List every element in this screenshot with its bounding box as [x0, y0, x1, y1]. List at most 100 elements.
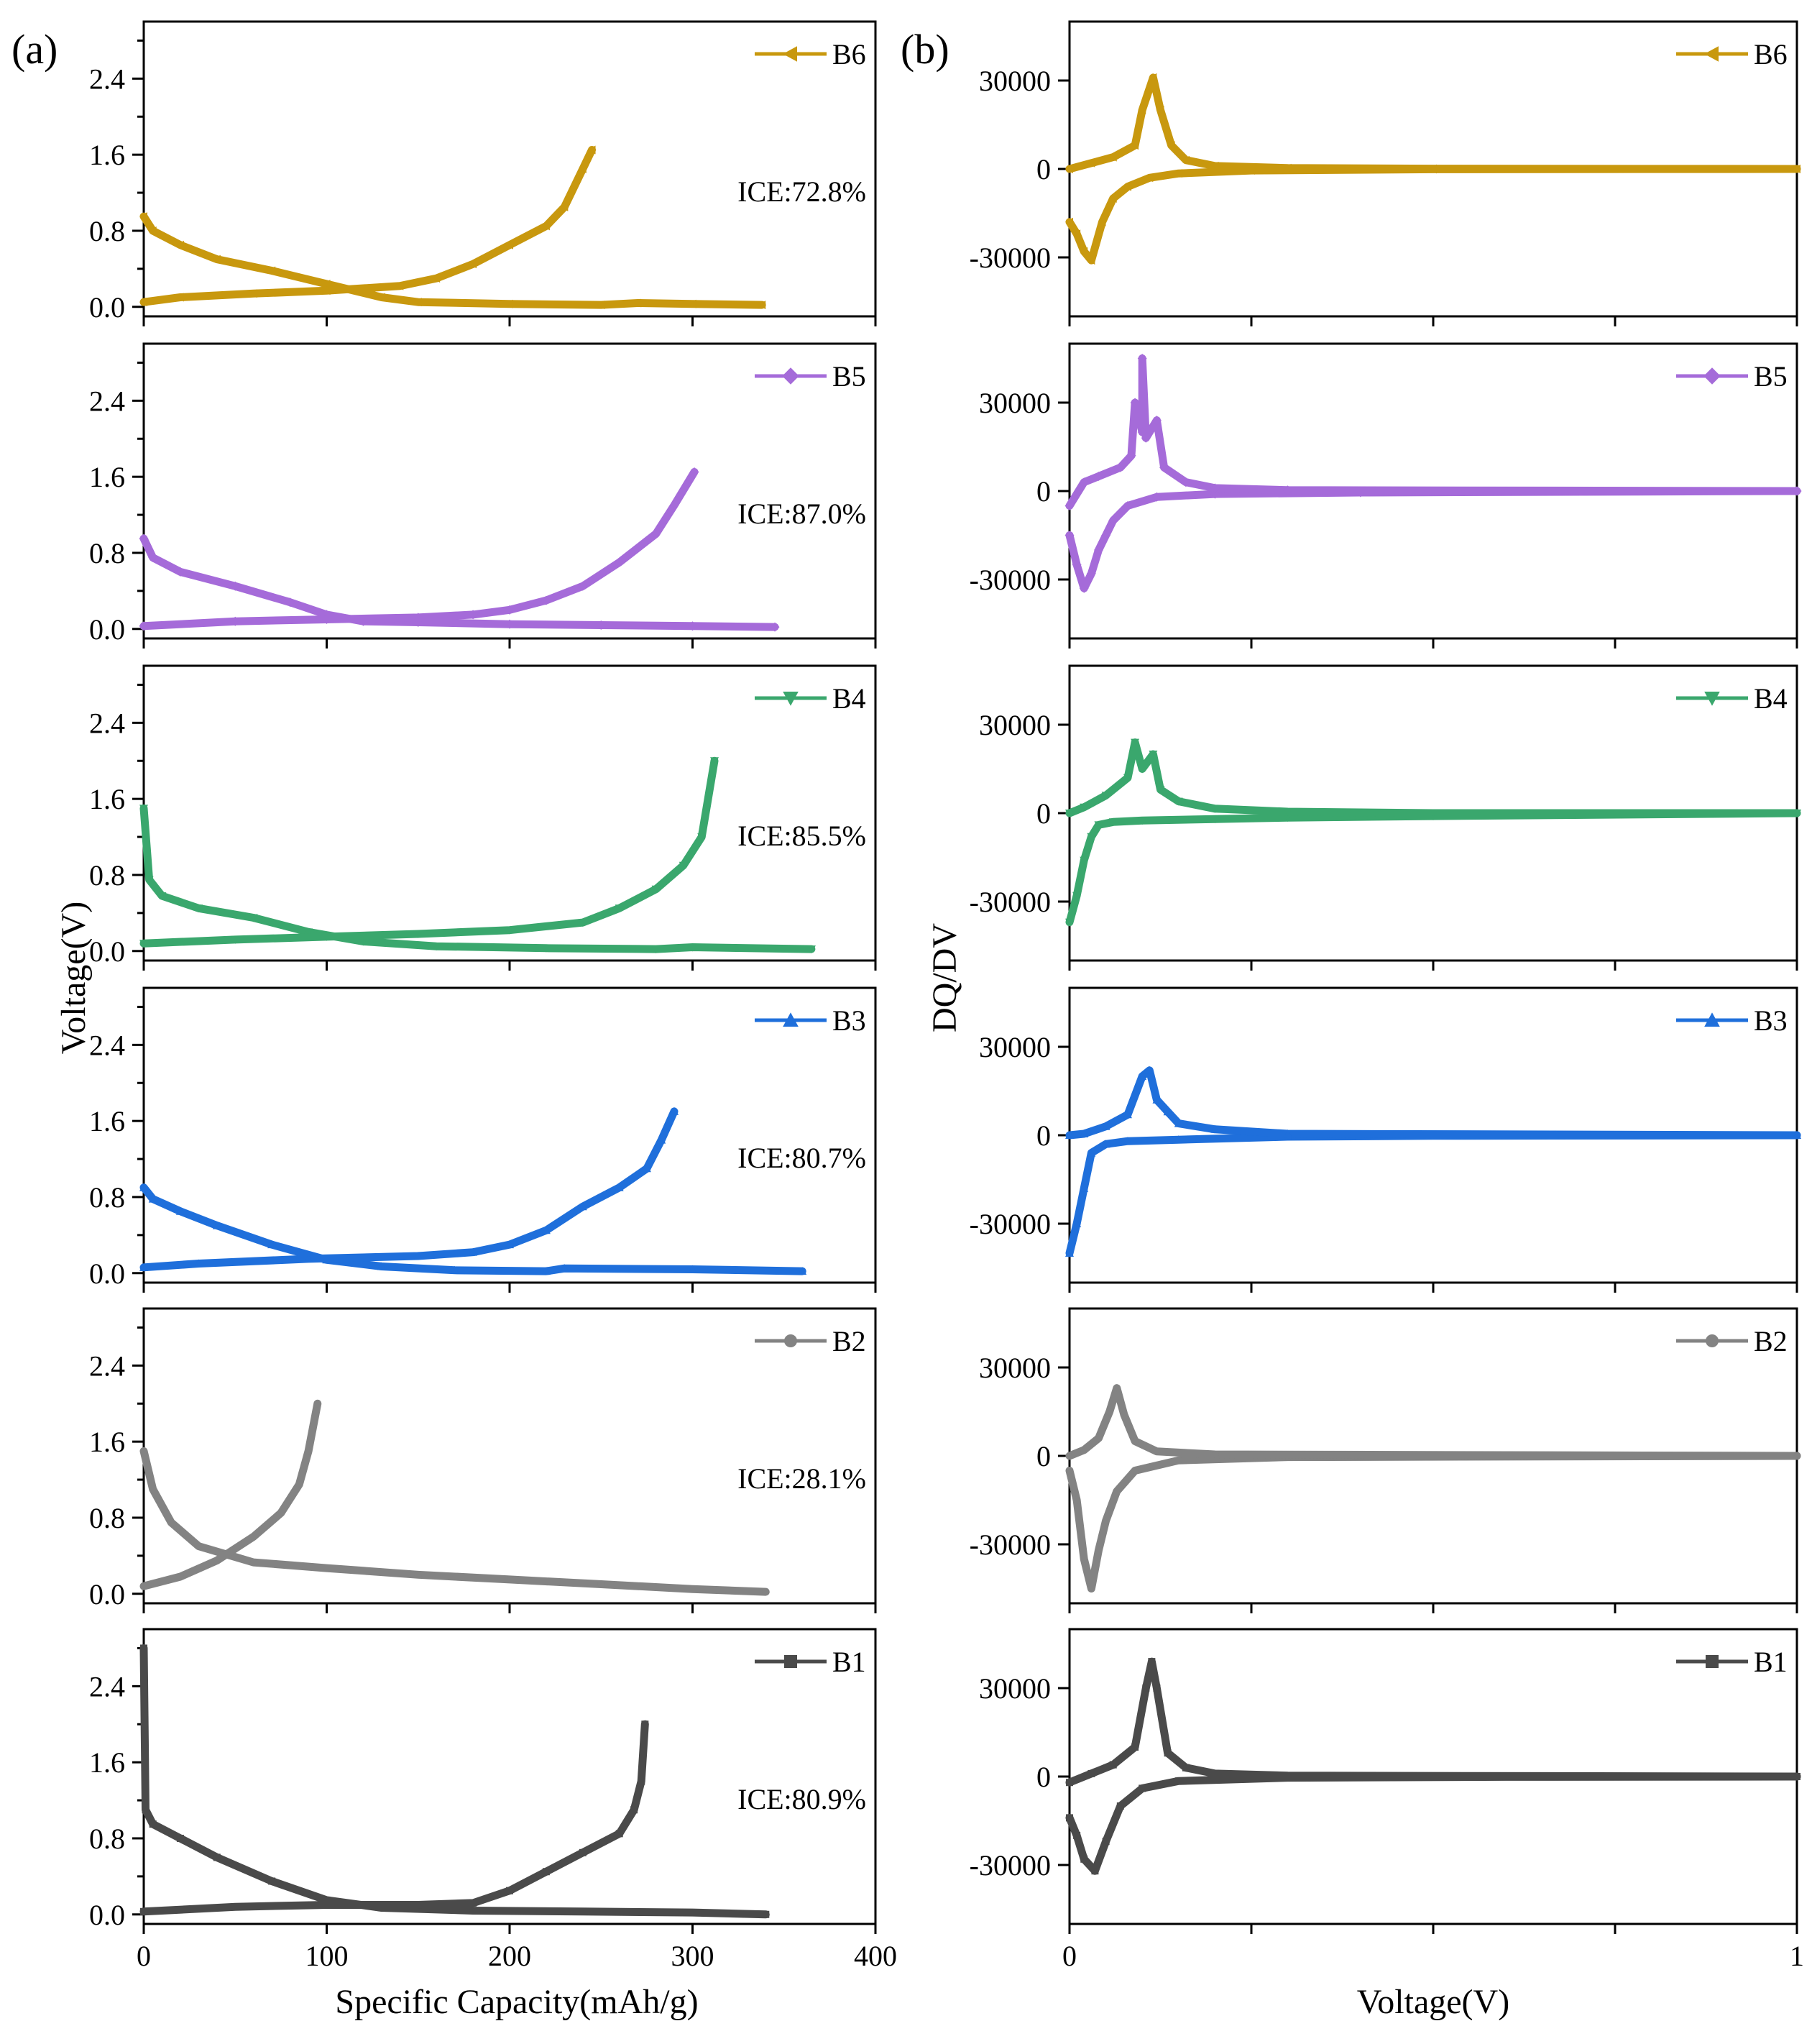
data-point — [249, 1559, 257, 1567]
data-point — [688, 1265, 697, 1273]
data-point — [305, 1447, 313, 1455]
data-point — [230, 616, 240, 626]
data-point — [194, 904, 203, 913]
data-point — [770, 622, 780, 632]
data-point — [1283, 814, 1292, 822]
data-point — [642, 1164, 651, 1173]
data-point — [1210, 1124, 1220, 1133]
data-point — [267, 266, 276, 275]
y-tick-label: -30000 — [970, 886, 1051, 918]
series-line-b6-charge — [139, 146, 596, 306]
data-point — [142, 1806, 150, 1814]
data-point — [1065, 165, 1073, 173]
subplot-b-b5: 30000 0 -30000 B5 — [970, 342, 1802, 649]
data-point — [615, 904, 624, 913]
x-tick-label: 300 — [671, 1940, 714, 1972]
data-point — [506, 1575, 513, 1583]
data-point — [285, 597, 295, 608]
data-point — [304, 928, 313, 937]
legend-label: B3 — [832, 1004, 866, 1037]
x-tick-label: 1 — [1790, 1940, 1804, 1972]
data-point — [1087, 256, 1095, 265]
data-point — [1151, 416, 1162, 426]
data-point — [1793, 810, 1801, 817]
data-point — [1156, 106, 1164, 114]
data-point — [641, 1720, 649, 1728]
data-point — [670, 1106, 679, 1115]
data-point — [1087, 1769, 1095, 1777]
y-tick-label: 2.4 — [89, 1349, 125, 1382]
subplot-b-b1: 30000 0 -30000 0 1 B1 — [970, 1628, 1804, 1972]
data-point — [1149, 73, 1157, 82]
data-point — [1066, 1467, 1073, 1475]
y-tick-label: 0.0 — [89, 1899, 125, 1931]
data-point — [1123, 774, 1132, 782]
data-point — [505, 619, 515, 629]
data-point — [359, 938, 368, 946]
subplot-b-b6: 30000 0 -30000 B6 — [970, 20, 1801, 326]
plot-frame — [142, 20, 877, 318]
subplot-a-b2: 0.0 0.8 1.6 2.4 B2 ICE:28.1% — [89, 1307, 877, 1613]
data-point — [1072, 560, 1082, 569]
data-point — [1120, 1411, 1128, 1419]
data-point — [1153, 1447, 1161, 1455]
data-point — [413, 1251, 423, 1260]
y-tick-label: 1.6 — [89, 1746, 125, 1779]
data-point — [506, 1887, 513, 1894]
data-point — [1123, 1110, 1132, 1119]
data-point — [1080, 1129, 1089, 1137]
data-point — [167, 1518, 175, 1526]
data-point — [413, 613, 423, 623]
data-point — [175, 567, 185, 577]
legend-label: B4 — [1754, 682, 1788, 715]
data-point — [597, 1580, 605, 1588]
x-tick-label: 100 — [305, 1940, 349, 1972]
data-point — [1101, 792, 1110, 800]
series-line-b3-charge — [1065, 1066, 1801, 1140]
data-point — [541, 221, 550, 231]
data-point — [630, 1806, 638, 1814]
data-point — [213, 1853, 221, 1861]
data-point — [633, 298, 642, 308]
data-point — [1123, 1137, 1132, 1145]
data-point — [1152, 1095, 1162, 1104]
data-point — [414, 1571, 422, 1579]
data-point — [1087, 1585, 1095, 1592]
data-point — [1095, 1546, 1103, 1554]
series-line-b6-charge — [1065, 73, 1801, 173]
legend-marker — [783, 692, 799, 706]
data-point — [469, 1907, 477, 1915]
y-tick-label: 30000 — [979, 387, 1051, 419]
data-point — [1066, 1814, 1073, 1822]
data-point — [1087, 1148, 1096, 1157]
data-point — [596, 620, 606, 630]
data-point — [1429, 810, 1438, 817]
data-point — [541, 1267, 551, 1275]
data-point — [176, 1834, 184, 1842]
legend-marker — [1703, 367, 1721, 385]
panel-label-b: (b) — [901, 26, 949, 73]
data-point — [212, 255, 221, 264]
legend-label: B5 — [1754, 360, 1788, 393]
data-point — [758, 301, 766, 310]
y-tick-label: 0.8 — [89, 859, 125, 892]
legend-marker — [1706, 1334, 1719, 1347]
subplot-a-b1: 0.0 0.8 1.6 2.4 0 100 200 300 400 B1 ICE:80.9% — [89, 1628, 897, 1972]
data-point — [1064, 501, 1075, 510]
legend-label: B2 — [832, 1325, 866, 1357]
series-line-b3-discharge — [1065, 1131, 1801, 1257]
ice-annotation: ICE:85.5% — [737, 820, 866, 852]
data-point — [560, 1264, 569, 1273]
data-point — [1073, 1496, 1081, 1504]
data-point — [323, 1564, 331, 1572]
data-point — [1174, 169, 1182, 178]
data-point — [505, 1240, 514, 1249]
data-point — [175, 1206, 185, 1215]
legend-label: B1 — [832, 1646, 866, 1678]
data-point — [1065, 918, 1074, 927]
data-point — [1105, 1408, 1113, 1416]
ice-annotation: ICE:80.9% — [737, 1783, 866, 1815]
data-point — [1167, 141, 1175, 150]
data-point — [697, 833, 707, 842]
